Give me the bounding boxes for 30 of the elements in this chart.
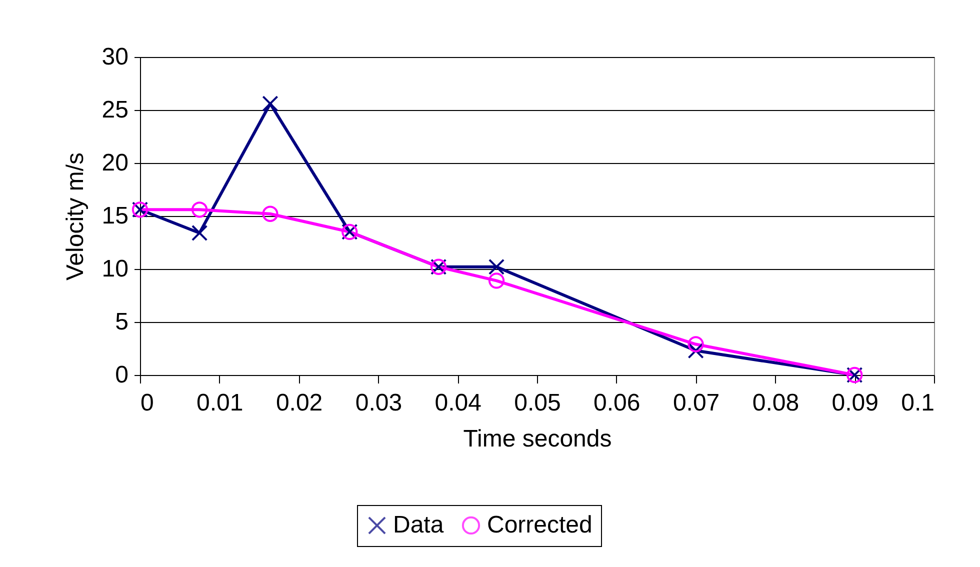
x-tick-label: 0.03	[355, 390, 402, 416]
point	[688, 342, 704, 359]
y-tick-label: 10	[102, 256, 128, 282]
y-tick-label: 20	[102, 150, 128, 176]
x-axis-title: Time seconds	[463, 426, 612, 452]
legend-label: Corrected	[487, 511, 592, 538]
x-tick-label: 0.05	[514, 390, 561, 416]
x-tick-label: 0.07	[672, 390, 720, 416]
y-tick-label: 5	[115, 308, 128, 336]
x-tick-label: 0.09	[832, 390, 878, 416]
x-tick-label: 0.08	[752, 390, 800, 416]
x-tick-label: 0.01	[196, 390, 244, 416]
y-tick-label: 30	[102, 44, 128, 70]
x-tick-label: 0	[140, 390, 154, 416]
x-tick-label: 0.1	[901, 390, 934, 416]
point	[262, 96, 278, 112]
point	[488, 272, 505, 289]
y-axis-title: Velocity m/s	[62, 152, 89, 281]
x-tick-label: 0.04	[434, 390, 482, 416]
legend-label: Data	[393, 511, 444, 538]
x-tick-label: 0.06	[594, 390, 640, 416]
y-tick-label: 25	[102, 96, 128, 124]
point	[191, 224, 208, 242]
point	[191, 202, 208, 218]
point	[262, 206, 278, 222]
point	[688, 336, 704, 352]
point	[488, 258, 505, 275]
x-tick-label: 0.02	[276, 390, 323, 416]
y-tick-label: 15	[102, 202, 128, 230]
y-tick-label: 0	[115, 362, 128, 388]
